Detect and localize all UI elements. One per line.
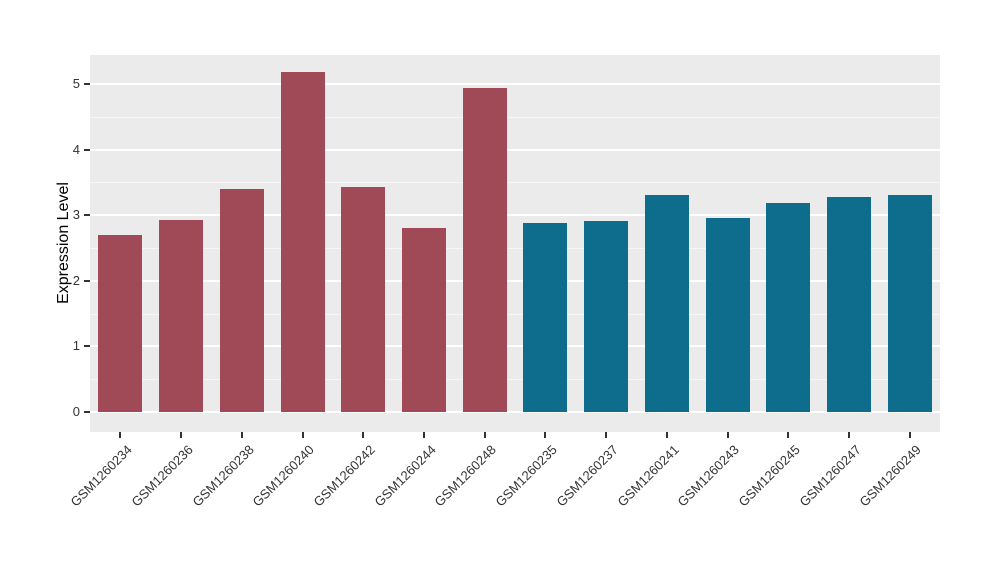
x-tick-mark — [726, 432, 729, 438]
x-tick-mark — [665, 432, 668, 438]
x-tick-mark — [544, 432, 547, 438]
plot-panel — [90, 55, 940, 432]
major-gridline — [90, 279, 940, 282]
y-tick-mark — [84, 345, 90, 348]
bar — [219, 189, 264, 412]
x-tick-mark — [180, 432, 183, 438]
y-tick-mark — [84, 279, 90, 282]
y-tick-label: 3 — [72, 207, 80, 223]
x-tick-label: GSM1260243 — [674, 442, 743, 510]
y-tick-label: 2 — [72, 272, 80, 288]
x-tick-label: GSM1260238 — [189, 442, 257, 510]
bar — [887, 195, 932, 412]
y-tick-label: 4 — [72, 141, 80, 157]
x-tick-label: GSM1260248 — [431, 442, 500, 510]
bar — [159, 220, 204, 412]
x-tick-mark — [483, 432, 486, 438]
bar — [523, 223, 568, 412]
x-tick-label: GSM1260247 — [796, 442, 864, 510]
major-gridline — [90, 411, 940, 413]
major-gridline — [90, 214, 940, 217]
bar — [705, 218, 750, 412]
x-tick-mark — [422, 432, 425, 438]
y-tick-mark — [84, 214, 90, 217]
x-tick-label: GSM1260240 — [249, 442, 318, 510]
x-tick-mark — [847, 432, 850, 438]
minor-gridline — [90, 116, 940, 118]
x-tick-label: GSM1260235 — [492, 442, 560, 510]
x-tick-label: GSM1260244 — [371, 442, 439, 510]
bar — [280, 72, 325, 412]
minor-gridline — [90, 182, 940, 184]
x-tick-mark — [787, 432, 790, 438]
x-tick-mark — [301, 432, 304, 438]
bar — [766, 203, 811, 412]
y-tick-label: 5 — [72, 75, 80, 91]
x-tick-label: GSM1260245 — [735, 442, 803, 510]
x-tick-label: GSM1260242 — [310, 442, 378, 510]
x-tick-label: GSM1260236 — [128, 442, 196, 510]
x-tick-mark — [605, 432, 608, 438]
y-tick-mark — [84, 82, 90, 85]
x-tick-label: GSM1260249 — [856, 442, 925, 510]
bar — [341, 187, 386, 412]
y-tick-mark — [84, 148, 90, 151]
bar — [826, 197, 871, 412]
bar — [98, 235, 143, 412]
minor-gridline — [90, 379, 940, 381]
bar — [401, 228, 446, 412]
minor-gridline — [90, 313, 940, 315]
major-gridline — [90, 345, 940, 348]
x-tick-mark — [119, 432, 122, 438]
x-tick-mark — [908, 432, 911, 438]
x-tick-label: GSM1260241 — [614, 442, 682, 510]
bar — [584, 221, 629, 412]
minor-gridline — [90, 247, 940, 249]
major-gridline — [90, 82, 940, 85]
x-tick-mark — [362, 432, 365, 438]
x-tick-label: GSM1260237 — [553, 442, 621, 510]
bar — [462, 88, 507, 412]
bar — [644, 195, 689, 412]
y-tick-label: 1 — [72, 338, 80, 354]
x-tick-mark — [240, 432, 243, 438]
x-tick-label: GSM1260234 — [67, 442, 135, 510]
y-tick-mark — [84, 411, 90, 413]
y-tick-label: 0 — [72, 404, 80, 419]
major-gridline — [90, 148, 940, 151]
